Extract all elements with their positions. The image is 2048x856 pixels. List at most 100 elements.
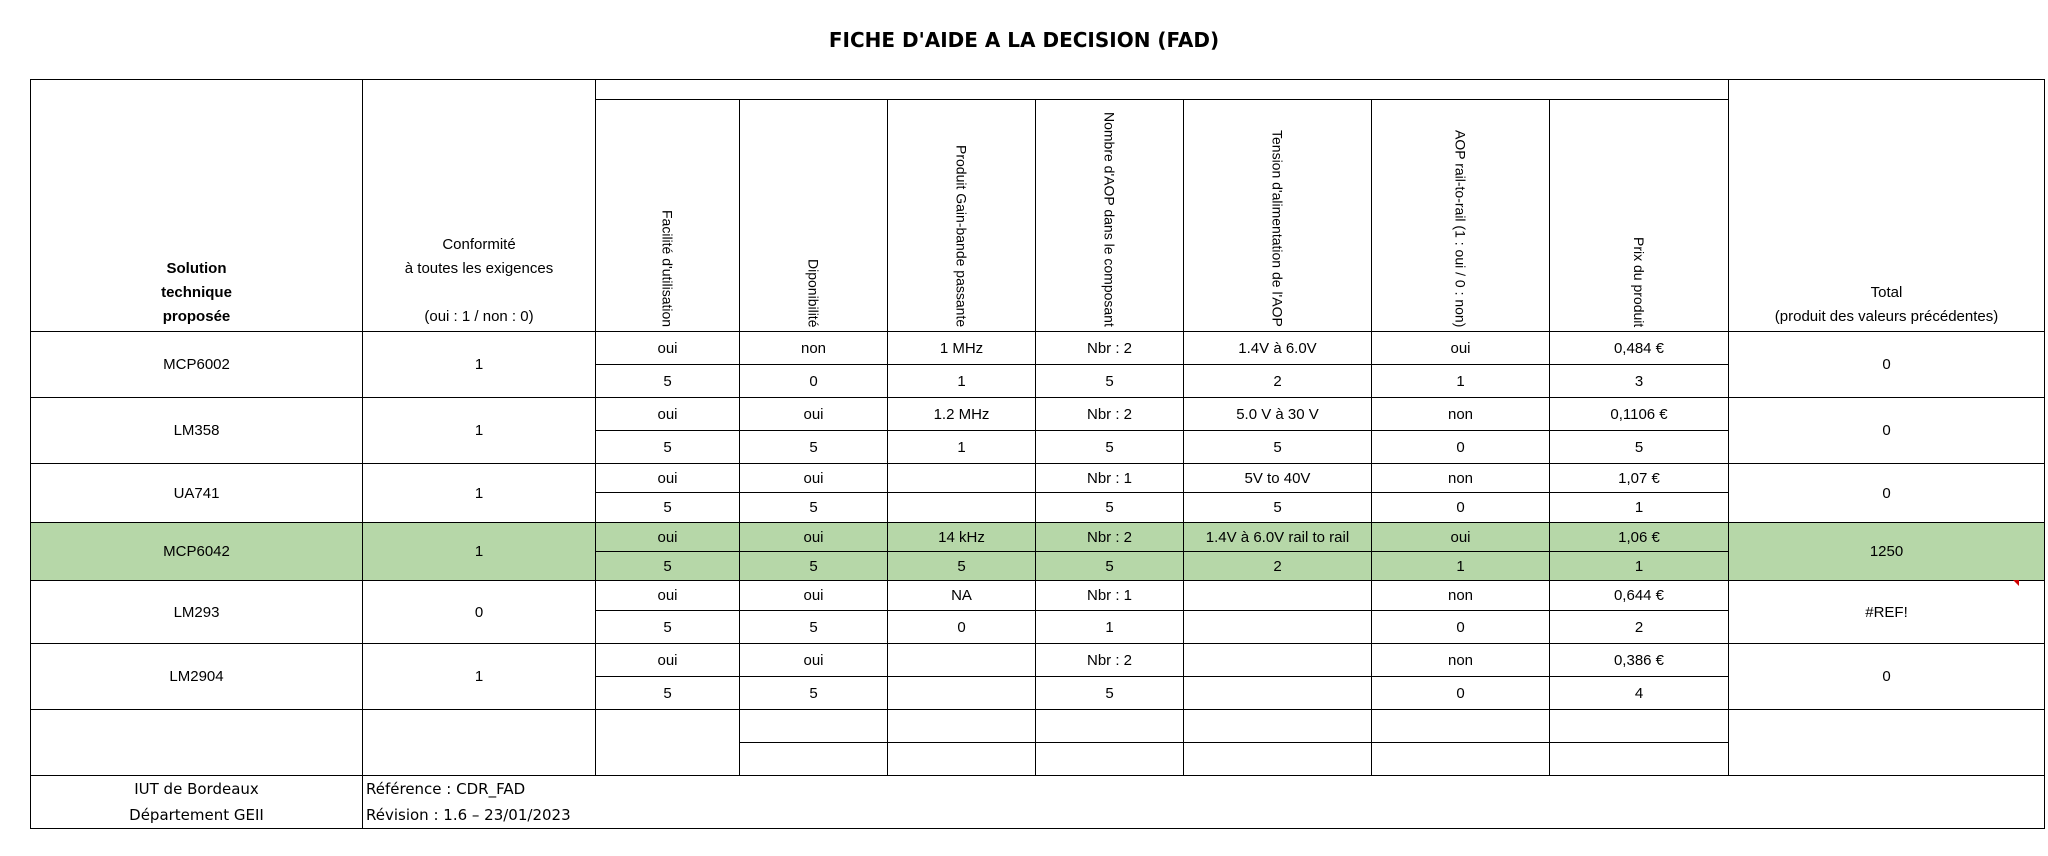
- criterion-value: 1.4V à 6.0V: [1183, 331, 1372, 365]
- criterion-score: 1: [1371, 551, 1550, 581]
- criterion-score: 5: [1035, 430, 1184, 464]
- table-row: LM2904 1 oui oui Nbr : 2 non 0,386 €0: [30, 643, 2045, 710]
- criterion-value: Nbr : 2: [1035, 397, 1184, 431]
- criterion-score: 5: [739, 610, 888, 644]
- criterion-score: 2: [1549, 610, 1729, 644]
- criterion-score: [1183, 676, 1372, 710]
- criterion-score: 5: [595, 492, 740, 523]
- empty-cell: [1035, 709, 1184, 743]
- total-value: 0: [1728, 331, 2045, 398]
- criterion-label: Facilité d'utilisation: [659, 209, 676, 327]
- criterion-header: Produit Gain-bande passante: [887, 99, 1036, 332]
- conformite-value: 1: [362, 522, 596, 581]
- criterion-value: 14 kHz: [887, 522, 1036, 552]
- criterion-score: 5: [1549, 430, 1729, 464]
- table-row: MCP6042 1 oui oui 14 kHz Nbr : 2 1.4V à 6.0V r…: [30, 522, 2045, 581]
- total-value: 0: [1728, 643, 2045, 710]
- total-value: 0: [1728, 397, 2045, 464]
- footer-org-line: IUT de Bordeaux: [134, 780, 259, 798]
- criterion-value: oui: [739, 463, 888, 493]
- criterion-value: 0,1106 €: [1549, 397, 1729, 431]
- criterion-score: 3: [1549, 364, 1729, 398]
- criterion-score: 0: [1371, 492, 1550, 523]
- criterion-score: 5: [1035, 492, 1184, 523]
- criterion-value: oui: [739, 580, 888, 611]
- criterion-score: 0: [1371, 430, 1550, 464]
- empty-cell: [1728, 709, 2045, 776]
- header-total: Total (produit des valeurs précédentes): [1728, 79, 2045, 332]
- criterion-score: 1: [1549, 492, 1729, 523]
- criterion-value: [887, 463, 1036, 493]
- criterion-value: 5V to 40V: [1183, 463, 1372, 493]
- criterion-score: 1: [1371, 364, 1550, 398]
- empty-cell: [1183, 709, 1372, 743]
- footer-reference-line: Référence : CDR_FAD: [366, 780, 526, 798]
- table-row: MCP6002 1 oui non 1 MHz Nbr : 2 1.4V à 6.0V oui…: [30, 331, 2045, 398]
- conformite-value: 1: [362, 463, 596, 523]
- criterion-score: [1183, 610, 1372, 644]
- criterion-header: AOP rail-to-rail (1 : oui / 0 : non): [1371, 99, 1550, 332]
- empty-cell: [887, 709, 1036, 743]
- criterion-score: 5: [1183, 492, 1372, 523]
- criterion-score: [887, 676, 1036, 710]
- footer-reference: Référence : CDR_FAD Révision : 1.6 – 23/0…: [362, 775, 2045, 829]
- header-solution-line: proposée: [162, 308, 231, 325]
- conformite-value: 1: [362, 397, 596, 464]
- criterion-value: Nbr : 2: [1035, 331, 1184, 365]
- criterion-value: oui: [1371, 331, 1550, 365]
- criterion-value: oui: [595, 397, 740, 431]
- header-total-line: Total: [1870, 284, 1903, 301]
- criterion-score: 2: [1183, 551, 1372, 581]
- criterion-score: 4: [1549, 676, 1729, 710]
- criterion-score: 5: [1035, 676, 1184, 710]
- criterion-value: [1183, 643, 1372, 677]
- criterion-score: 5: [739, 492, 888, 523]
- header-conformite-line: (oui : 1 / non : 0): [424, 308, 534, 325]
- empty-cell: [362, 709, 596, 776]
- criterion-value: non: [1371, 580, 1550, 611]
- criterion-value: 0,386 €: [1549, 643, 1729, 677]
- criterion-value: 1.2 MHz: [887, 397, 1036, 431]
- criterion-value: oui: [739, 397, 888, 431]
- criterion-value: oui: [595, 522, 740, 552]
- criterion-value: 1 MHz: [887, 331, 1036, 365]
- criterion-value: 1.4V à 6.0V rail to rail: [1183, 522, 1372, 552]
- header-conformite-line: à toutes les exigences: [404, 260, 554, 277]
- solution-name: MCP6002: [30, 331, 363, 398]
- empty-cell: [1371, 709, 1550, 743]
- header-total-line: (produit des valeurs précédentes): [1774, 308, 1999, 325]
- solution-name: LM358: [30, 397, 363, 464]
- criterion-score: 0: [887, 610, 1036, 644]
- criterion-label: Tension d'alimentation de l'AOP: [1269, 130, 1286, 327]
- criterion-value: Nbr : 1: [1035, 580, 1184, 611]
- comment-marker: [2013, 580, 2019, 586]
- criterion-score: 5: [739, 551, 888, 581]
- criterion-value: oui: [595, 580, 740, 611]
- solution-name: LM293: [30, 580, 363, 644]
- solution-name: MCP6042: [30, 522, 363, 581]
- criterion-label: Produit Gain-bande passante: [953, 144, 970, 327]
- empty-cell: [1035, 742, 1184, 776]
- header-conformite: Conformité à toutes les exigences (oui :…: [362, 79, 596, 332]
- header-solution: Solution technique proposée: [30, 79, 363, 332]
- empty-cell: [739, 742, 888, 776]
- criterion-label: Nombre d'AOP dans le composant: [1101, 112, 1118, 327]
- criterion-value: non: [1371, 643, 1550, 677]
- table-row: UA741 1 oui oui Nbr : 1 5V to 40V non 1,07 €0: [30, 463, 2045, 523]
- criterion-score: 5: [595, 676, 740, 710]
- criterion-value: non: [739, 331, 888, 365]
- table-row: LM293 0 oui oui NA Nbr : 1 non 0,644 € #REF!: [30, 580, 2045, 644]
- empty-row: [31, 742, 2045, 776]
- empty-cell: [739, 709, 888, 743]
- criterion-value: 0,644 €: [1549, 580, 1729, 611]
- criterion-label: AOP rail-to-rail (1 : oui / 0 : non): [1452, 129, 1469, 327]
- footer-revision-line: Révision : 1.6 – 23/01/2023: [366, 806, 571, 824]
- criterion-header: Diponibilité: [739, 99, 888, 332]
- header-solution-line: Solution: [166, 260, 227, 277]
